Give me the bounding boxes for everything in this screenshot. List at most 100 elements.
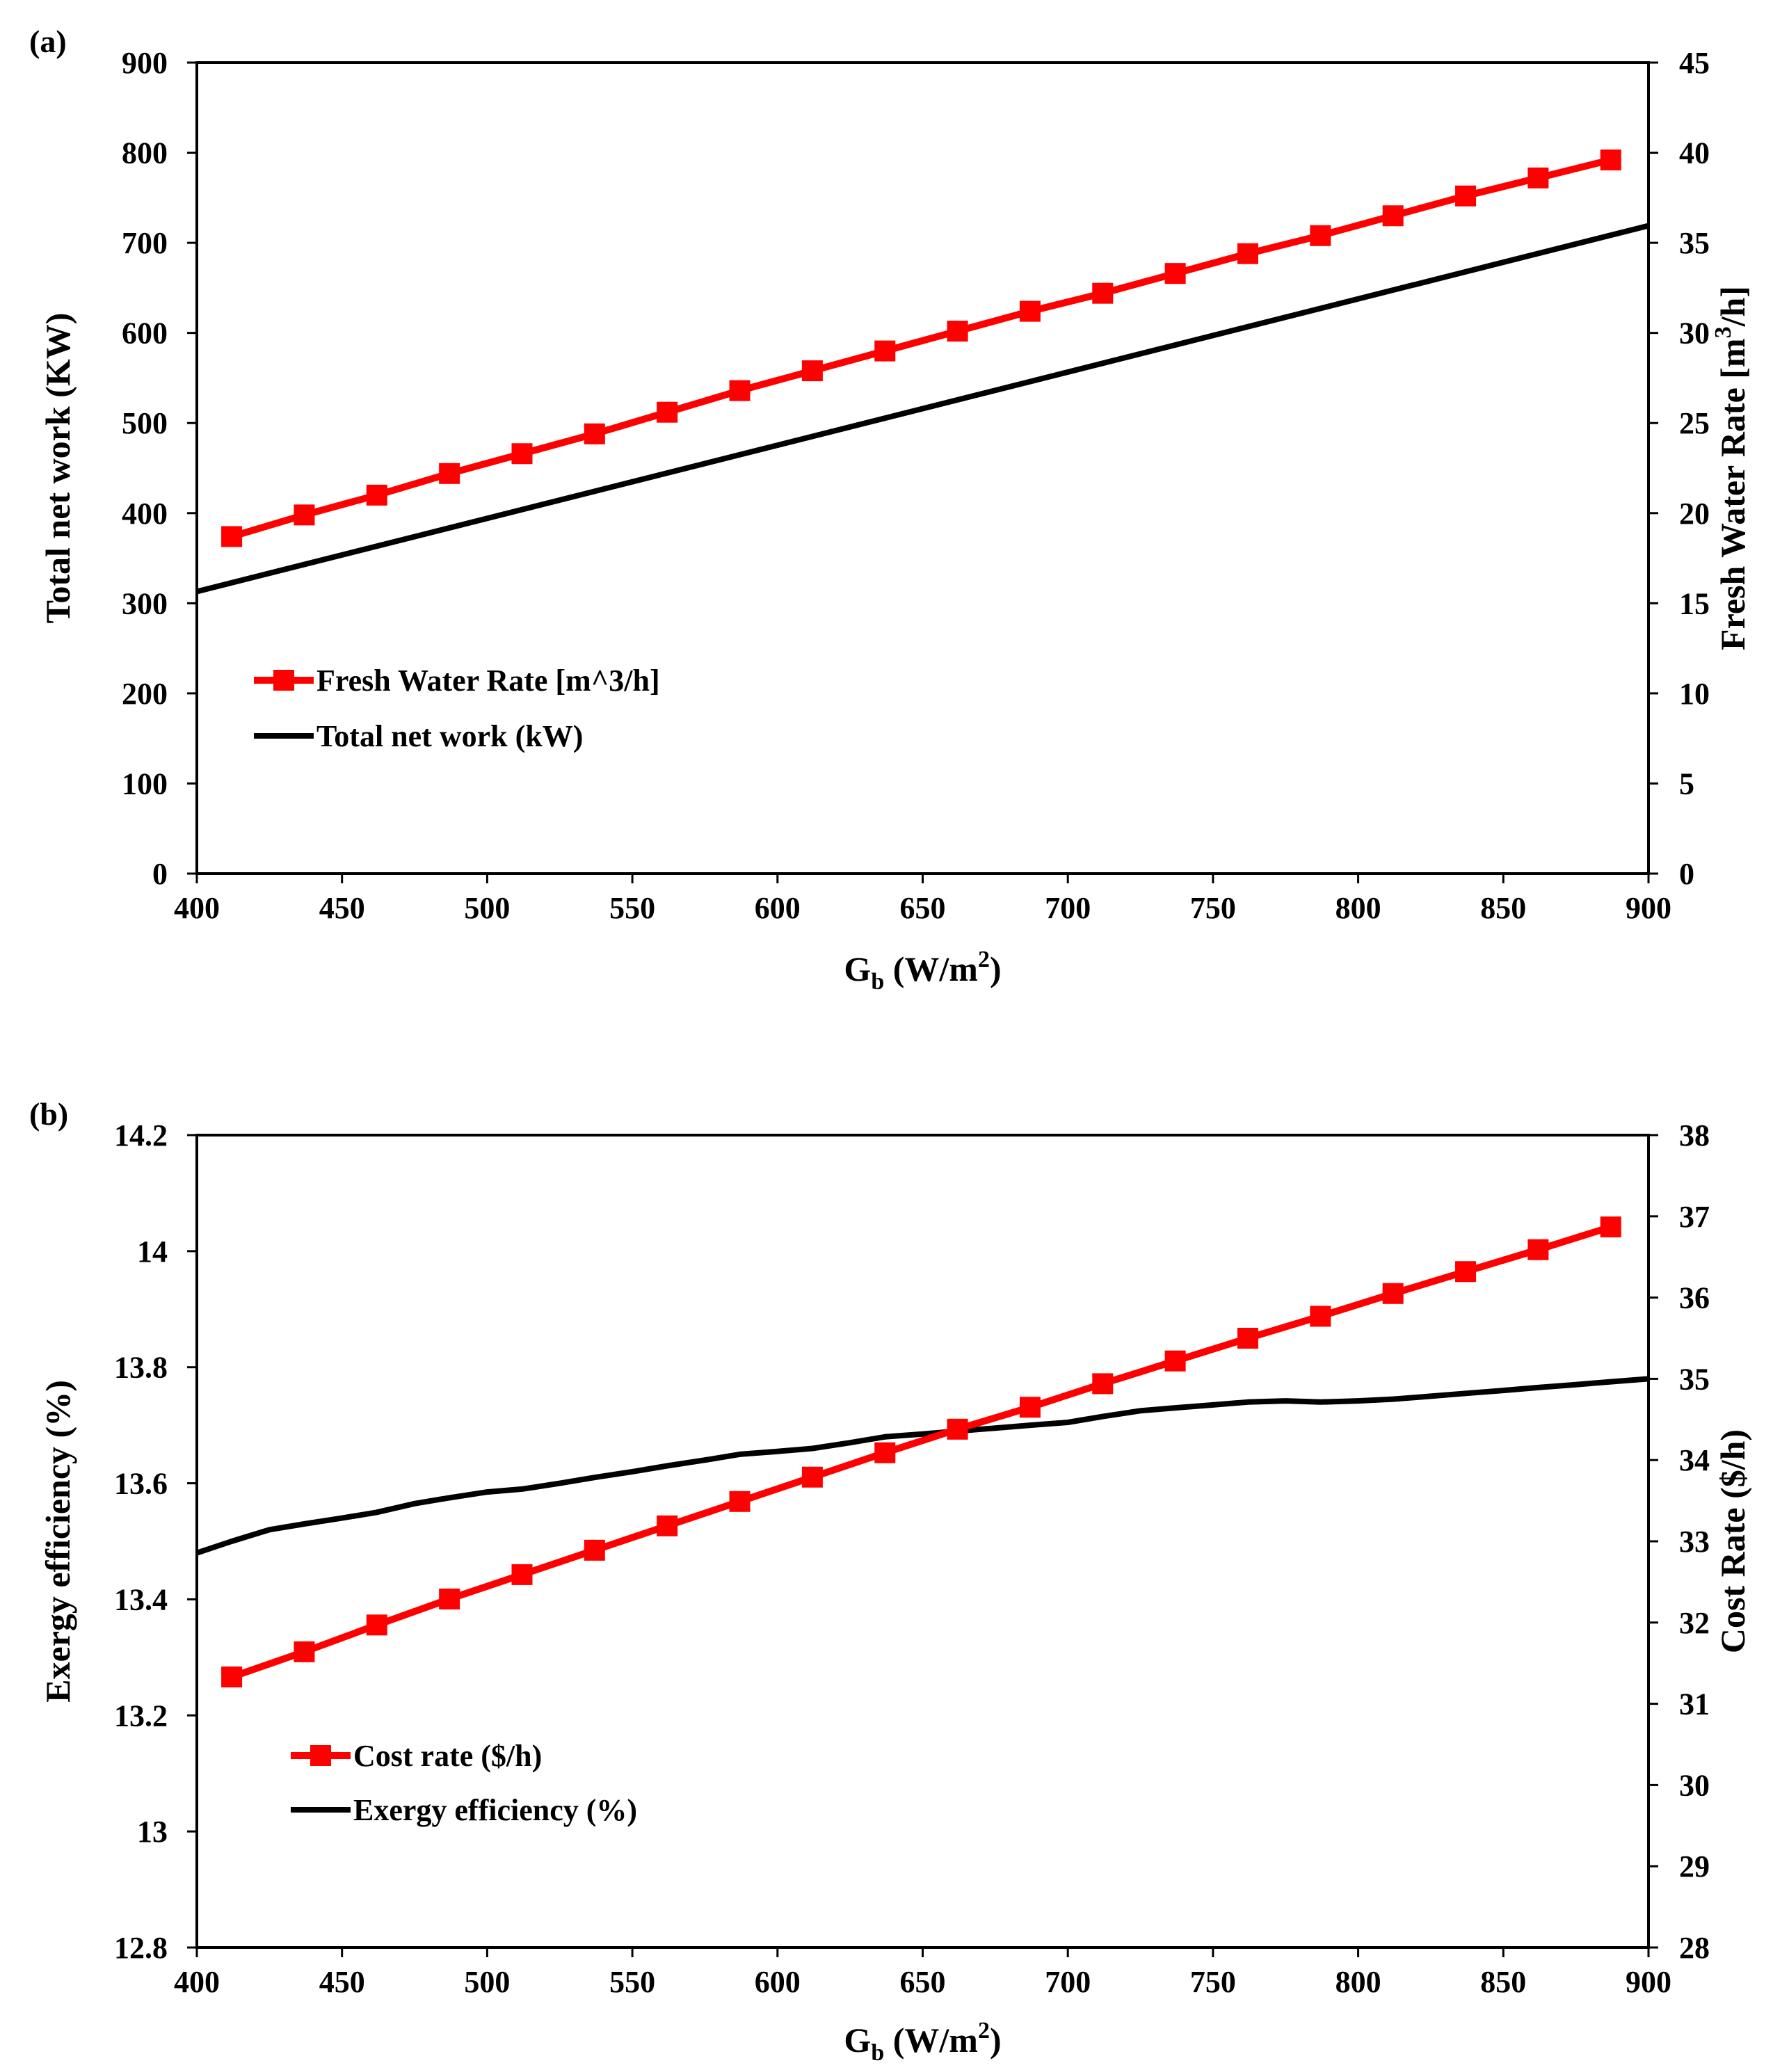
series-point [657,401,678,423]
series-point [1527,167,1549,188]
series-point [1455,185,1477,207]
x-tick-label: 550 [609,1965,655,1999]
x-tick-label: 800 [1335,891,1381,925]
y-right-tick-label: 15 [1679,586,1710,620]
x-tick-label: 600 [755,1965,801,1999]
series-point [1382,1283,1404,1304]
y-right-tick-label: 30 [1679,316,1710,351]
y-right-tick-label: 33 [1679,1525,1710,1559]
y-right-tick-label: 35 [1679,1362,1710,1396]
series-point [947,1418,968,1440]
y-right-tick-label: 31 [1679,1687,1710,1721]
y-left-tick-label: 14.2 [114,1118,168,1153]
y-left-tick-label: 400 [122,497,168,531]
series-point [221,1667,243,1688]
series-point [801,1466,823,1488]
series-point [366,1614,387,1636]
x-tick-label: 900 [1626,891,1671,925]
chart-b: (b) 400 450 500 550 600 650 700 750 800 850 900 12.8… [29,1096,1752,2066]
y-right-tick-label: 30 [1679,1768,1710,1802]
y-right-tick-label: 35 [1679,226,1710,260]
legend-label: Cost rate ($/h) [353,1739,542,1773]
x-tick-label: 650 [900,1965,946,1999]
series-line [196,223,1649,595]
series-line [230,1223,1612,1680]
series-point [1164,1350,1186,1372]
series-point [1310,1306,1331,1327]
series-point [584,423,605,444]
y-left-tick-label: 0 [152,857,168,891]
y-right-tick-label: 20 [1679,497,1710,531]
y-right-tick-label: 5 [1679,766,1694,801]
y-right-tick-label: 28 [1679,1931,1710,1965]
x-tick-label: 750 [1190,1965,1236,1999]
x-tick-label: 700 [1045,891,1091,925]
y-right-tick-label: 25 [1679,406,1710,440]
y-left-tick-label: 100 [122,766,168,801]
x-tick-label: 850 [1480,891,1526,925]
x-tick-label: 500 [464,1965,510,1999]
x-tick-label: 450 [319,1965,365,1999]
y-right-tick-label: 0 [1679,857,1694,891]
legend-marker [273,670,294,691]
series-point [1019,1397,1041,1418]
y-right-tick-label: 29 [1679,1849,1710,1884]
y-left-tick-label: 14 [137,1235,168,1269]
y-left-axis-label: Total net work (KW) [38,313,77,624]
series-point [1600,1216,1621,1237]
series-point [1382,205,1404,227]
legend-label: Total net work (kW) [316,719,583,753]
y-right-axis-label: Cost Rate ($/h) [1713,1429,1752,1653]
x-tick-label: 600 [755,891,801,925]
series-point [294,1641,315,1662]
x-axis-label: Gb (W/m2) [844,947,1001,995]
y-right-tick-label: 37 [1679,1200,1710,1234]
series-point [1019,300,1041,322]
x-tick-label: 550 [609,891,655,925]
series-point [1237,243,1258,264]
legend-marker [310,1745,331,1766]
y-left-tick-label: 700 [122,226,168,260]
y-left-tick-label: 800 [122,136,168,170]
y-right-tick-label: 36 [1679,1281,1710,1315]
panel-label: (b) [29,1096,68,1132]
series-line [195,1376,1649,1556]
series-point [511,1564,533,1585]
y-right-tick-label: 40 [1679,136,1710,170]
y-left-axis-label: Exergy efficiency (%) [38,1380,77,1703]
series-point [366,484,387,506]
series-point [221,526,243,547]
y-left-tick-label: 13.8 [114,1351,168,1385]
panel-label: (a) [29,24,67,59]
series-point [874,340,896,362]
x-tick-label: 450 [319,891,365,925]
series-point [584,1539,605,1561]
chart-a: (a)400 450 500 550 600 650 700 750 800 850 9000100… [29,24,1752,995]
series-point [729,1491,751,1512]
y-right-tick-label: 10 [1679,677,1710,711]
y-left-tick-label: 300 [122,586,168,620]
y-left-tick-label: 13.4 [114,1582,168,1616]
series-point [1237,1328,1258,1349]
series-point [801,360,823,382]
series-point [1600,149,1621,170]
y-left-tick-label: 13.2 [114,1698,168,1733]
series-point [511,443,533,465]
series-point [947,321,968,342]
y-left-tick-label: 900 [122,46,168,80]
y-right-tick-label: 32 [1679,1606,1710,1640]
y-left-tick-label: 200 [122,677,168,711]
series-point [874,1442,896,1463]
y-right-axis-label: Fresh Water Rate [m3/h] [1710,286,1752,650]
y-left-tick-label: 500 [122,406,168,440]
y-left-tick-label: 13 [137,1815,168,1849]
y-left-tick-label: 13.6 [114,1467,168,1501]
series-point [1310,225,1331,246]
series-point [729,380,751,401]
series-point [1455,1261,1477,1283]
x-tick-label: 400 [174,1965,220,1999]
legend-label: Fresh Water Rate [m^3/h] [316,664,660,698]
y-right-tick-label: 34 [1679,1443,1710,1477]
x-tick-label: 900 [1626,1965,1671,1999]
